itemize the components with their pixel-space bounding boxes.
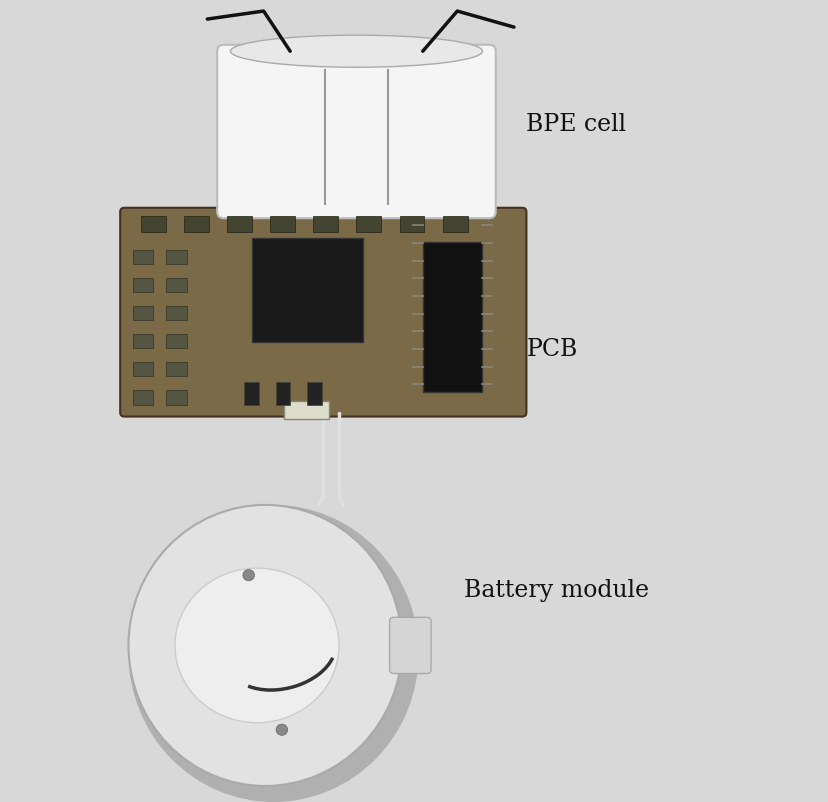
Text: Battery module: Battery module (464, 578, 648, 601)
FancyBboxPatch shape (217, 46, 495, 219)
Bar (166, 250, 186, 265)
Bar (166, 334, 186, 349)
Bar (399, 217, 424, 233)
Bar (132, 306, 153, 321)
Ellipse shape (175, 569, 339, 723)
Bar (442, 217, 467, 233)
Bar (307, 383, 322, 405)
Bar (243, 383, 258, 405)
Bar (252, 239, 363, 343)
Bar (275, 383, 290, 405)
Bar (283, 402, 329, 419)
Bar (166, 306, 186, 321)
Bar (422, 242, 482, 393)
Bar (166, 391, 186, 405)
Text: BPE cell: BPE cell (526, 113, 626, 136)
Bar (270, 217, 295, 233)
Bar (132, 334, 153, 349)
Bar (166, 278, 186, 293)
Bar (132, 278, 153, 293)
Text: PCB: PCB (526, 338, 577, 360)
Bar (166, 363, 186, 377)
Circle shape (243, 569, 254, 581)
Ellipse shape (128, 505, 418, 802)
Bar (132, 391, 153, 405)
Circle shape (276, 724, 287, 735)
FancyBboxPatch shape (389, 618, 431, 674)
FancyBboxPatch shape (120, 209, 526, 417)
Bar (356, 217, 381, 233)
Ellipse shape (128, 505, 402, 786)
Bar (184, 217, 209, 233)
Bar (141, 217, 166, 233)
Bar (132, 363, 153, 377)
Bar (227, 217, 252, 233)
Bar (132, 250, 153, 265)
Ellipse shape (230, 36, 482, 68)
Bar (313, 217, 338, 233)
